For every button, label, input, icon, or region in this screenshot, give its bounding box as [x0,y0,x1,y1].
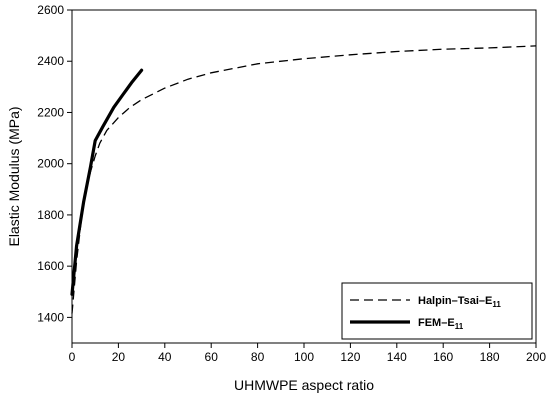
y-tick-label: 2200 [37,105,64,119]
y-tick-label: 2000 [37,157,64,171]
series-layer [70,45,537,314]
x-tick-label: 0 [69,350,76,364]
x-tick-label: 180 [480,350,500,364]
x-axis-title: UHMWPE aspect ratio [234,377,374,393]
legend-label: FEM–E11 [418,317,464,331]
y-tick-label: 1400 [37,310,64,324]
y-axis: 1400 1600 1800 2000 2200 2400 2600 [37,3,72,324]
x-tick-label: 40 [158,350,172,364]
x-tick-label: 100 [294,350,314,364]
x-tick-label: 140 [387,350,407,364]
x-tick-label: 200 [526,350,546,364]
y-tick-label: 1600 [37,259,64,273]
legend-label: Halpin–Tsai–E11 [418,295,501,309]
legend-box [341,282,533,340]
legend: Halpin–Tsai–E11 FEM–E11 [341,282,533,340]
x-axis: 0 20 40 60 80 100 120 140 160 180 200 [69,343,546,364]
x-tick-label: 80 [251,350,265,364]
y-tick-label: 1800 [37,208,64,222]
x-tick-label: 120 [340,350,360,364]
x-tick-label: 160 [433,350,453,364]
x-tick-label: 20 [112,350,126,364]
y-tick-label: 2400 [37,54,64,68]
y-axis-title: Elastic Modulus (MPa) [6,106,22,246]
series-line-2 [70,68,144,296]
x-tick-label: 60 [205,350,219,364]
y-tick-label: 2600 [37,3,64,17]
series-line-1 [71,45,537,314]
